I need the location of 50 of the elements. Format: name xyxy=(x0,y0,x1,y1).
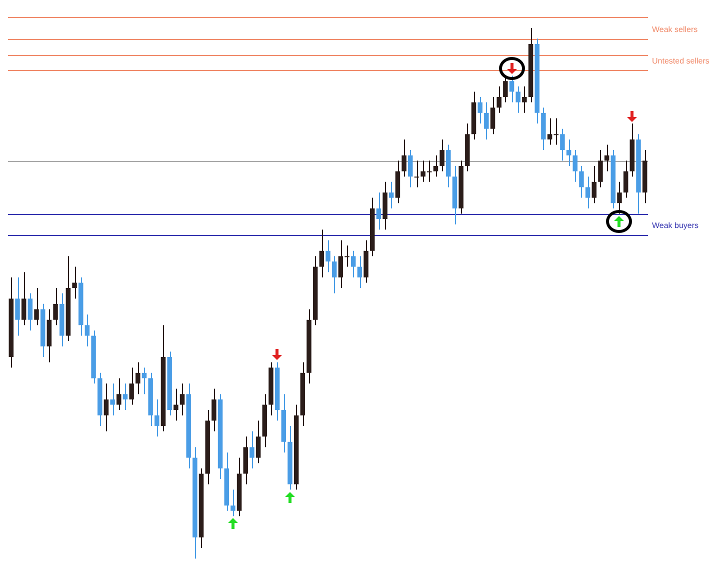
candlestick xyxy=(433,154,438,178)
candlestick xyxy=(326,240,330,273)
candlestick xyxy=(408,150,413,188)
candlestick xyxy=(560,128,565,162)
candlestick xyxy=(15,276,20,336)
candlestick xyxy=(566,138,572,166)
candlestick xyxy=(623,160,628,198)
candlestick xyxy=(516,86,520,114)
candlestick xyxy=(129,367,134,406)
ref-line-label: Untested sellers xyxy=(652,56,710,66)
candlestick xyxy=(104,383,109,432)
candlestick xyxy=(509,75,514,103)
candlestick xyxy=(154,398,160,438)
candlestick xyxy=(180,383,185,416)
candlestick xyxy=(53,288,58,326)
candlestick xyxy=(585,176,590,209)
candlestick xyxy=(440,138,444,172)
candlestick xyxy=(572,150,578,182)
candlestick xyxy=(116,378,122,411)
candlestick xyxy=(598,150,603,188)
candlestick xyxy=(490,96,496,135)
candlestick xyxy=(332,256,337,294)
candlestick xyxy=(350,250,356,278)
candlestick xyxy=(414,160,420,188)
candlestick xyxy=(592,165,597,204)
candlestick xyxy=(110,383,115,416)
candlestick xyxy=(212,388,216,432)
candlestick xyxy=(72,266,77,300)
candlestick xyxy=(250,430,254,469)
candlestick xyxy=(34,288,39,326)
candlestick xyxy=(84,314,90,347)
ref-line-label: Weak sellers xyxy=(652,24,698,34)
candlestick xyxy=(376,192,382,230)
candlestick xyxy=(319,229,324,278)
candlestick xyxy=(388,181,394,209)
candlestick xyxy=(256,420,261,464)
candlestick xyxy=(478,96,482,124)
ref-line-label: Weak buyers xyxy=(652,221,699,230)
candlestick xyxy=(230,489,236,517)
candlestick xyxy=(357,256,362,288)
candlestick xyxy=(522,86,527,114)
candlestick xyxy=(136,362,140,395)
candlestick xyxy=(174,388,178,422)
candlestick xyxy=(402,138,406,178)
candlestick xyxy=(496,86,502,114)
candlestick xyxy=(28,292,33,331)
candlestick xyxy=(122,383,128,411)
candlestick xyxy=(484,102,489,140)
candlestick xyxy=(579,165,584,198)
candlestick xyxy=(21,272,26,326)
